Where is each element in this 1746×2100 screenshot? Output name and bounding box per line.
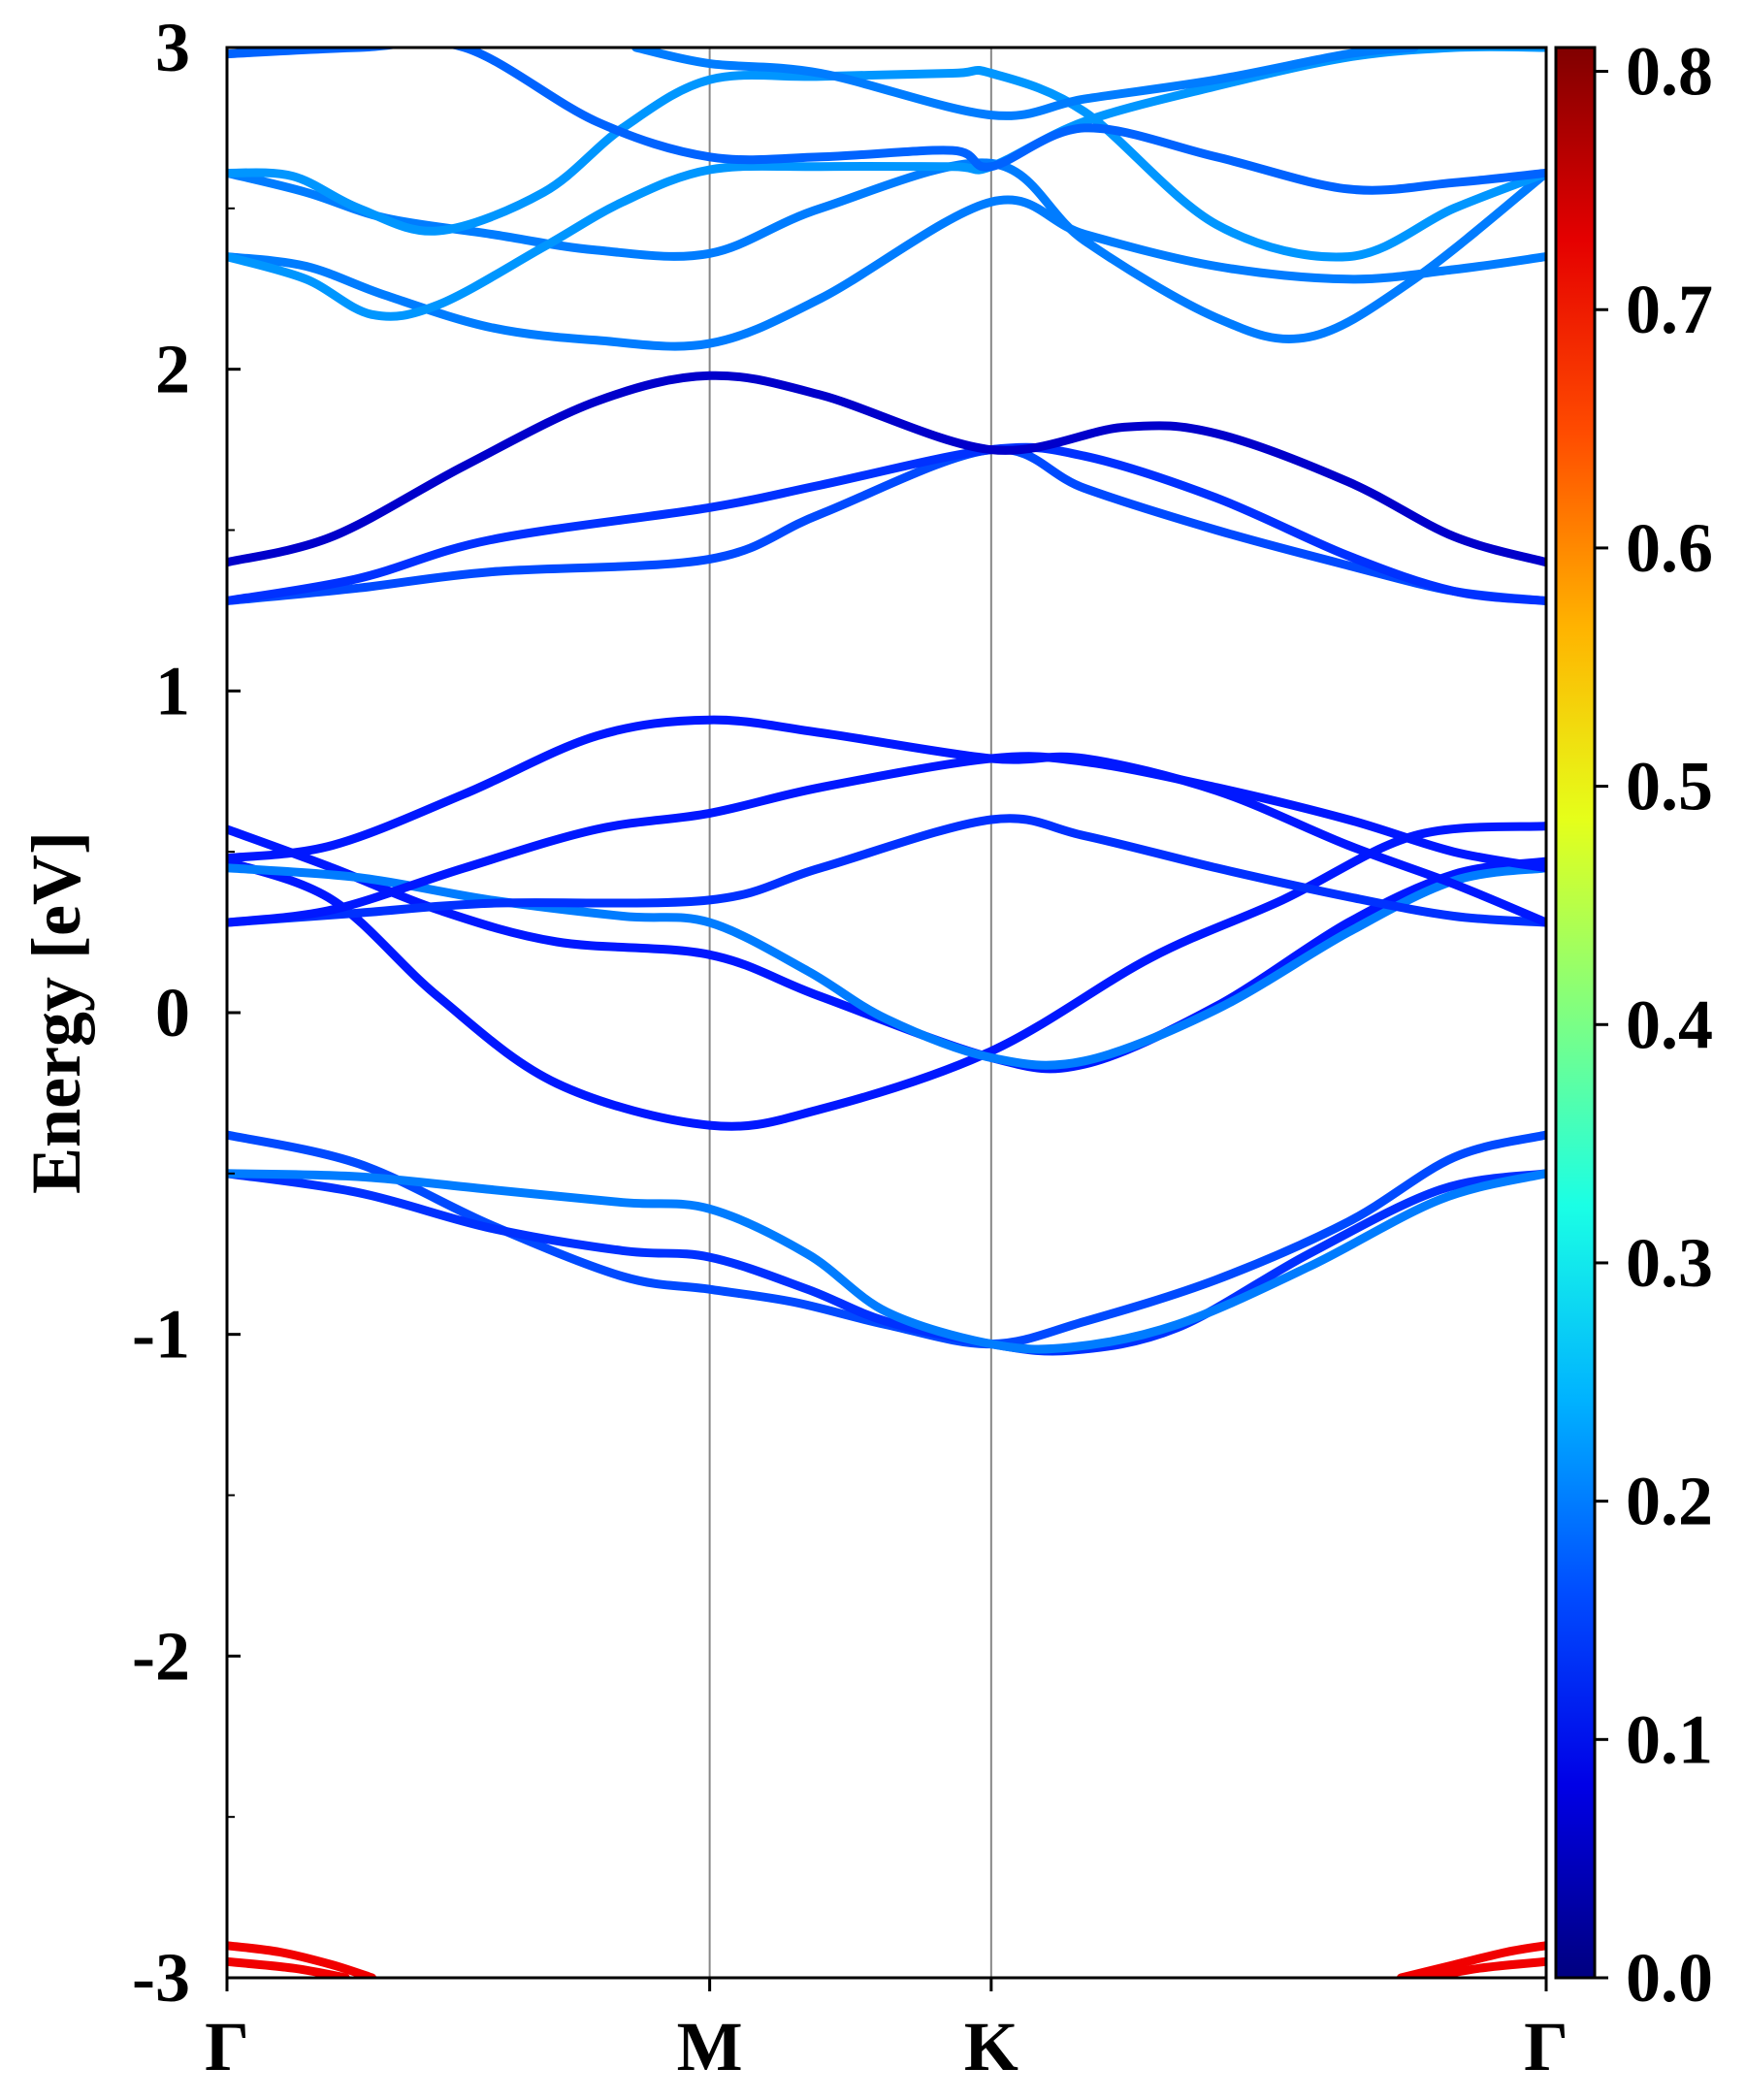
y-tick-label: 1 [155, 652, 190, 729]
colorbar-tick-label: 0.2 [1626, 1463, 1713, 1540]
band-line [227, 195, 1546, 351]
colorbar-tick-label: 0.7 [1626, 271, 1713, 348]
colorbar-tick-label: 0.6 [1626, 509, 1713, 587]
band-line [227, 814, 1546, 927]
x-tick-label: K [964, 2008, 1018, 2085]
band-line [227, 715, 1546, 927]
band-line [227, 752, 1546, 927]
band-line [1396, 1941, 1546, 1978]
band-line [227, 158, 1546, 344]
y-tick-label: -1 [132, 1296, 190, 1373]
band-line [227, 1169, 1546, 1356]
y-tick-label: -2 [132, 1617, 190, 1695]
band-line [227, 48, 1546, 195]
x-tick-label: Γ [1524, 2008, 1568, 2085]
band-line [227, 1956, 350, 1978]
band-line [227, 442, 1546, 605]
band-line [227, 65, 1546, 262]
x-tick-label: Γ [205, 2008, 249, 2085]
colorbar-tick-label: 0.1 [1626, 1700, 1713, 1778]
colorbar-tick-label: 0.4 [1626, 985, 1713, 1063]
band-lines [227, 48, 1546, 1978]
colorbar-tick-label: 0.3 [1626, 1224, 1713, 1302]
band-line [631, 48, 1419, 120]
y-tick-label: 2 [155, 331, 190, 408]
band-line [227, 371, 1546, 567]
colorbar-tick-label: 0.8 [1626, 33, 1713, 111]
y-tick-label: 3 [155, 9, 190, 86]
colorbar-gradient [1554, 46, 1597, 1980]
colorbar-tick-label: 0.5 [1626, 748, 1713, 825]
colorbar: 0.8 0.7 0.6 0.5 0.4 0.3 0.2 0.1 0.0 [1554, 33, 1713, 2017]
y-axis: 3 2 1 0 -1 -2 -3 [132, 9, 241, 2017]
y-tick-label: 0 [155, 974, 190, 1051]
colorbar-tick-label: 0.0 [1626, 1939, 1713, 2017]
y-tick-label: -3 [132, 1939, 190, 2017]
y-axis-label: Energy [eV] [17, 831, 95, 1194]
plot-frame [225, 46, 1548, 1980]
symmetry-point-lines [708, 48, 992, 1978]
band-line [227, 822, 1546, 1131]
band-line [1423, 1956, 1546, 1978]
x-tick-label: M [677, 2008, 743, 2085]
band-line [227, 1169, 1546, 1354]
band-line [227, 1941, 377, 1978]
